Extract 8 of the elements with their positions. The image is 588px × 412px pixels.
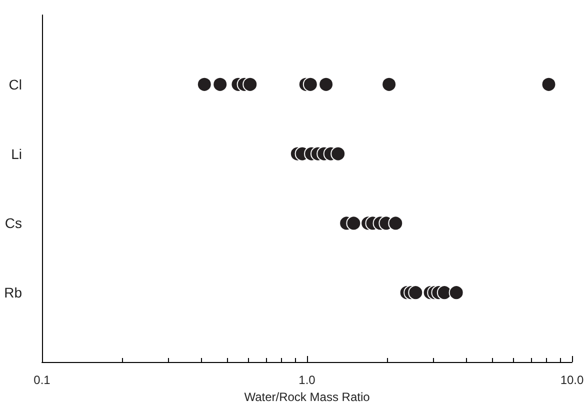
- y-tick-label: Rb: [4, 284, 22, 301]
- y-tick-label: Cl: [8, 76, 22, 92]
- y-tick-label: Cs: [4, 215, 22, 232]
- x-tick-label: 1.0: [298, 373, 316, 387]
- y-tick-label: Li: [11, 146, 22, 162]
- x-axis-title: Water/Rock Mass Ratio: [244, 390, 370, 404]
- x-tick-label: 0.1: [34, 373, 51, 387]
- x-tick-label: 10.0: [560, 373, 584, 387]
